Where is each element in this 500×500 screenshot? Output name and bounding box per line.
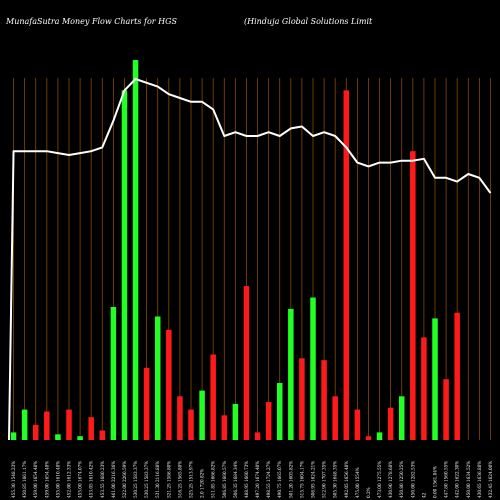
x-tick-label: 452.00 1612.33% bbox=[67, 461, 72, 498]
bar bbox=[321, 360, 327, 440]
bar bbox=[398, 396, 405, 440]
bar bbox=[199, 390, 205, 440]
bar bbox=[443, 379, 449, 440]
x-tick-label: 442.00 1622.30% bbox=[455, 461, 460, 498]
x-tick-label: 455.00 1674.07% bbox=[78, 461, 83, 498]
x-tick-label: 497.20 1674.40% bbox=[255, 461, 260, 498]
x-tick-labels: 455.30 1548.23% 450.85 1661.17% 459.00 165… bbox=[11, 461, 493, 498]
bar bbox=[166, 329, 172, 440]
x-tick-label: 0.00 1561.84% bbox=[433, 466, 438, 498]
bar bbox=[387, 407, 394, 440]
bar bbox=[276, 383, 283, 440]
bar bbox=[10, 432, 17, 440]
bar bbox=[232, 403, 239, 440]
bar bbox=[55, 434, 61, 440]
bar bbox=[243, 286, 250, 440]
bar bbox=[132, 60, 139, 440]
x-tick-label: 525.25 1513.97% bbox=[189, 461, 194, 498]
x-tick-label: 450.00 1282.53% bbox=[410, 461, 415, 498]
x-tick-label: 432.45 1624.00% bbox=[488, 461, 493, 498]
bars bbox=[10, 60, 460, 441]
x-tick-label: 450.00 1634.52% bbox=[466, 461, 471, 498]
bar bbox=[121, 90, 128, 441]
bar bbox=[410, 151, 416, 440]
x-tick-label: 459.00 1654.48% bbox=[33, 461, 38, 498]
bar bbox=[210, 354, 216, 440]
x-tick-label: 506.35 1684.34% bbox=[233, 461, 238, 498]
x-tick-label: 501.20 1605.82% bbox=[288, 461, 293, 498]
x-tick-label: 453.55 1680.23% bbox=[100, 461, 105, 498]
x-tick-label: 530.25 1583.37% bbox=[133, 461, 138, 498]
x-tick-label: 521.25 1586.80% bbox=[166, 461, 171, 498]
bar bbox=[343, 90, 350, 441]
bar bbox=[177, 396, 183, 440]
x-tick-label: 531.30 2116.88% bbox=[155, 461, 160, 498]
bar bbox=[265, 402, 272, 440]
x-tick-label: 512.90 1707.35% bbox=[322, 461, 327, 498]
bar bbox=[365, 436, 372, 440]
bar bbox=[154, 316, 161, 440]
x-tick-label: 453.05 1610.42% bbox=[89, 461, 94, 498]
x-tick-label: 492.05 1656.48% bbox=[344, 461, 349, 498]
bar bbox=[454, 312, 460, 440]
bar bbox=[354, 409, 361, 440]
x-tick-label: 42 bbox=[421, 492, 426, 498]
x-tick-label: 490.75 1665.07% bbox=[277, 461, 282, 498]
bar bbox=[254, 432, 261, 440]
bar bbox=[88, 417, 94, 440]
bar bbox=[77, 436, 83, 440]
x-tick-label: 505.30 1648.35% bbox=[333, 461, 338, 498]
bar bbox=[188, 409, 194, 440]
x-tick-label: 488.95 1660.73% bbox=[244, 461, 249, 498]
x-tick-label: 515.75 1604.17% bbox=[299, 461, 304, 498]
bar bbox=[66, 409, 72, 440]
money-flow-line-group bbox=[8, 78, 492, 441]
bar bbox=[288, 308, 294, 440]
x-tick-label: 511.85 1666.82% bbox=[211, 461, 216, 498]
chart-subtitle: (Hinduja Global Solutions Limit bbox=[244, 17, 373, 26]
x-tick-label: 475.00 1554% bbox=[355, 467, 360, 498]
x-tick-label: 473.00 1275.55% bbox=[377, 461, 382, 498]
x-tick-label: 430.65 1636.88% bbox=[477, 461, 482, 498]
money-flow-line bbox=[8, 78, 492, 441]
x-tick-label: 498.55 1724.27% bbox=[266, 461, 271, 498]
bar bbox=[376, 432, 383, 440]
x-tick-label: 455.30 1548.23% bbox=[11, 461, 16, 498]
x-tick-label: 516.25 1565.80% bbox=[177, 461, 182, 498]
x-tick-label: 506.95 1624.21% bbox=[311, 461, 316, 498]
bar bbox=[32, 424, 39, 440]
bar bbox=[21, 409, 28, 440]
x-tick-label: 430.90 1278.68% bbox=[388, 461, 393, 498]
bar bbox=[110, 307, 117, 440]
bar bbox=[299, 358, 305, 440]
bar bbox=[99, 430, 106, 440]
x-tick-label: 461.00 2216.36% bbox=[111, 461, 116, 498]
bar bbox=[310, 297, 316, 440]
bar bbox=[332, 396, 338, 440]
x-tick-label: 447.80 1560.55% bbox=[444, 461, 449, 498]
chart-title: MunafaSutra Money Flow Charts for HGS bbox=[5, 17, 177, 26]
grid-lines bbox=[13, 78, 491, 440]
bar bbox=[221, 415, 228, 440]
x-tick-label: 522.00 2260.59% bbox=[122, 461, 127, 498]
x-tick-label: 506.85 1660.57% bbox=[222, 461, 227, 498]
bar bbox=[421, 337, 427, 440]
x-tick-label: 455.00 1610.48% bbox=[55, 461, 60, 498]
x-tick-label: 2.0 1720.82% bbox=[200, 469, 205, 498]
bar bbox=[44, 411, 50, 440]
x-tick-label: 450.80 1250.25% bbox=[399, 461, 404, 498]
x-tick-label: 450.85 1661.17% bbox=[22, 461, 27, 498]
x-tick-label: 0.2% bbox=[366, 487, 371, 498]
bar bbox=[432, 318, 438, 440]
x-tick-label: 530.25 1583.37% bbox=[144, 461, 149, 498]
bar bbox=[143, 367, 150, 440]
x-tick-label: 459.00 1654.48% bbox=[44, 461, 49, 498]
